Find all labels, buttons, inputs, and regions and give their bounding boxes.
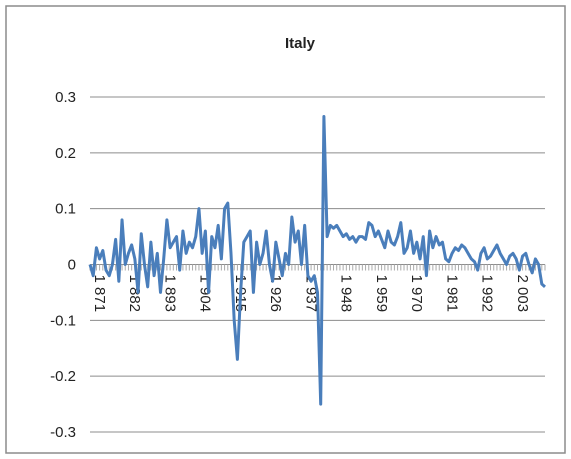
chart-border: [5, 5, 566, 454]
x-tick-label: 1 882: [126, 275, 143, 313]
x-tick-label: 1 904: [197, 275, 214, 313]
y-tick-label: -0.3: [50, 424, 76, 441]
x-tick-label: 1 959: [373, 275, 390, 313]
y-tick-label: 0: [68, 257, 76, 274]
x-tick-label: 1 871: [91, 275, 108, 313]
x-tick-label: 1 970: [408, 275, 425, 313]
y-tick-label: 0.2: [55, 145, 76, 162]
chart-title: Italy: [285, 35, 316, 52]
x-tick-label: 1 893: [161, 275, 178, 313]
y-tick-label: 0.3: [55, 89, 76, 106]
y-tick-label: -0.1: [50, 312, 76, 329]
y-tick-label: 0.1: [55, 201, 76, 218]
x-tick-label: 1 926: [267, 275, 284, 313]
x-tick-label: 2 003: [514, 275, 531, 313]
y-tick-label: -0.2: [50, 368, 76, 385]
x-tick-label: 1 948: [338, 275, 355, 313]
x-tick-label: 1 981: [443, 275, 460, 313]
data-line: [88, 115, 546, 406]
x-tick-label: 1 992: [479, 275, 496, 313]
